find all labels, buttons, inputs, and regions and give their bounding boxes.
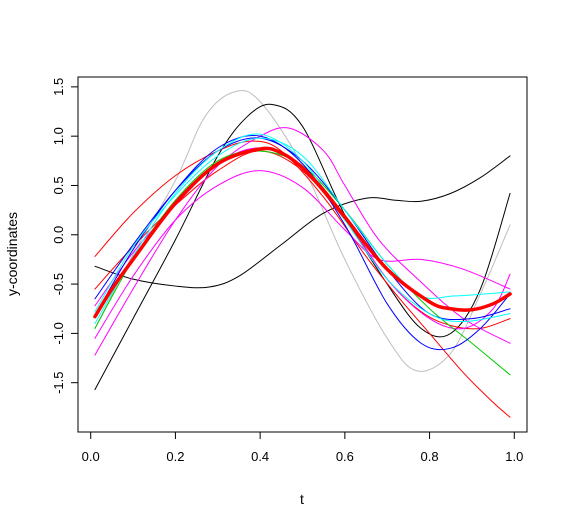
series-line-5 [94, 150, 511, 330]
series-line-9 [94, 150, 511, 376]
series-line-3 [94, 155, 511, 289]
series-line-1 [94, 90, 511, 372]
x-tick-label: 0.8 [421, 449, 439, 464]
series-line-8 [94, 147, 511, 330]
y-tick-label: 0.5 [51, 176, 66, 194]
y-axis-title: y-coordinates [4, 212, 20, 296]
x-tick-label: 0.0 [82, 449, 100, 464]
y-tick-label: -1.0 [51, 322, 66, 344]
y-tick-label: -1.5 [51, 371, 66, 393]
series-line-14 [93, 146, 512, 319]
x-tick-label: 0.6 [336, 449, 354, 464]
series-line-12 [94, 133, 511, 325]
x-tick-label: 1.0 [505, 449, 523, 464]
y-tick-label: 0.0 [51, 226, 66, 244]
series-line-13 [94, 137, 511, 313]
y-tick-label: 1.5 [51, 78, 66, 96]
series-line-2 [94, 103, 511, 391]
x-axis-title: t [300, 491, 304, 507]
x-tick-label: 0.2 [166, 449, 184, 464]
y-axis: -1.5 -1.0 -0.5 0.0 0.5 1.0 1.5 [51, 78, 79, 394]
x-tick-label: 0.4 [251, 449, 269, 464]
x-axis: 0.0 0.2 0.4 0.6 0.8 1.0 [82, 431, 523, 464]
series-line-7 [94, 170, 511, 339]
plot-frame [77, 76, 528, 433]
series-layer [93, 90, 512, 418]
series-line-6 [94, 127, 511, 356]
y-tick-label: 1.0 [51, 127, 66, 145]
y-tick-label: -0.5 [51, 273, 66, 295]
series-line-4 [94, 140, 511, 418]
